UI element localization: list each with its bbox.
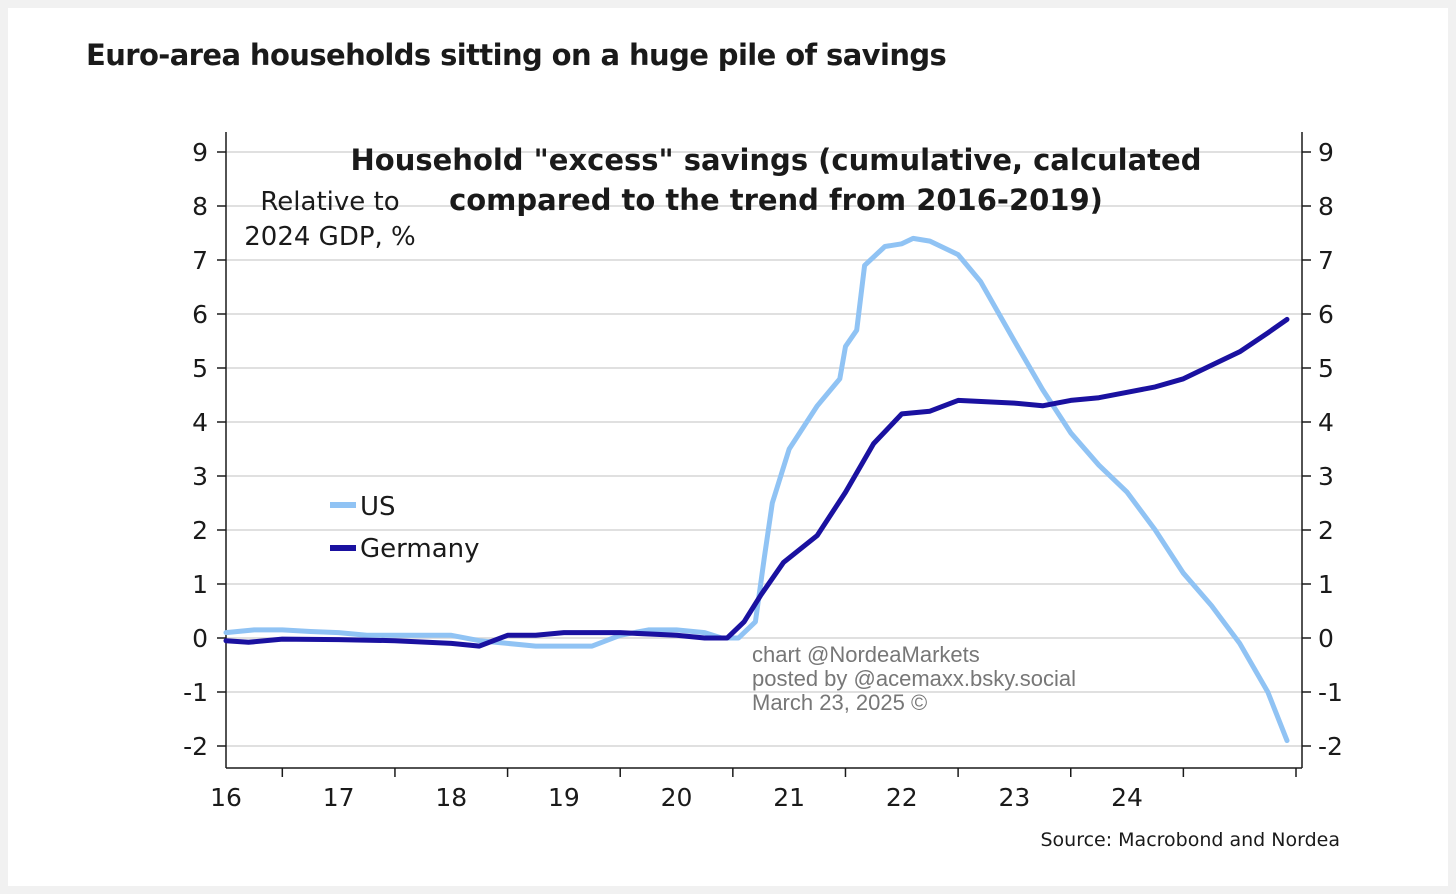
legend: US Germany	[330, 492, 480, 564]
x-tick-label: 18	[435, 783, 467, 812]
chart-card	[8, 8, 1448, 886]
y-tick-label-right: 1	[1318, 570, 1334, 599]
x-tick-label: 19	[548, 783, 580, 812]
y-tick-label-right: 4	[1318, 408, 1334, 437]
y-axis-left-labels: 9 8 7 6 5 4 3 2 1 0 -1 -2	[183, 138, 208, 761]
axes	[217, 132, 1311, 777]
y-tick-label-right: -2	[1318, 732, 1343, 761]
y-tick-label-right: 3	[1318, 462, 1334, 491]
y-tick-label-left: 0	[192, 624, 208, 653]
legend-label-us: US	[360, 492, 396, 522]
source-note: Source: Macrobond and Nordea	[1040, 829, 1340, 851]
x-tick-label: 22	[886, 783, 918, 812]
gridlines	[226, 151, 1302, 747]
y-tick-label-left: 1	[192, 570, 208, 599]
x-tick-label: 23	[999, 783, 1031, 812]
y-tick-label-right: 8	[1318, 192, 1334, 221]
y-tick-label-left: 6	[192, 300, 208, 329]
series-line-us	[223, 235, 1290, 744]
y-tick-label-right: 5	[1318, 354, 1334, 383]
annotation-line-1: chart @NordeaMarkets	[752, 642, 980, 667]
y-axis-right-labels: 9 8 7 6 5 4 3 2 1 0 -1 -2	[1318, 138, 1343, 761]
y-tick-label-right: 7	[1318, 246, 1334, 275]
y-tick-label-right: 9	[1318, 138, 1334, 167]
y-tick-label-left: 2	[192, 516, 208, 545]
x-axis-labels: 16 17 18 19 20 21 22 23 24	[210, 783, 1143, 812]
x-tick-label: 17	[323, 783, 355, 812]
series-line-germany	[223, 316, 1290, 649]
y-tick-label-left: 4	[192, 408, 208, 437]
y-tick-label-right: -1	[1318, 678, 1343, 707]
y-tick-label-left: 9	[192, 138, 208, 167]
x-tick-label: 16	[210, 783, 242, 812]
legend-swatch-us	[330, 502, 356, 508]
series-lines	[223, 235, 1290, 744]
legend-swatch-germany	[330, 545, 356, 551]
y-tick-label-right: 6	[1318, 300, 1334, 329]
annotation-line-3: March 23, 2025 ©	[752, 690, 927, 715]
chart-title-line-2: compared to the trend from 2016-2019)	[449, 183, 1103, 217]
headline: Euro-area households sitting on a huge p…	[86, 38, 947, 72]
chart-title-line-1: Household "excess" savings (cumulative, …	[351, 143, 1202, 177]
y-tick-label-left: 7	[192, 246, 208, 275]
annotation-line-2: posted by @acemaxx.bsky.social	[752, 666, 1076, 691]
y-tick-label-left: -1	[183, 678, 208, 707]
x-tick-label: 20	[661, 783, 693, 812]
y-tick-label-right: 0	[1318, 624, 1334, 653]
y-tick-label-left: 5	[192, 354, 208, 383]
y-tick-label-left: 3	[192, 462, 208, 491]
y-tick-label-right: 2	[1318, 516, 1334, 545]
y-tick-label-left: -2	[183, 732, 208, 761]
y-tick-label-left: 8	[192, 192, 208, 221]
legend-label-germany: Germany	[360, 534, 480, 564]
unit-label-line-1: Relative to	[260, 187, 399, 217]
x-tick-label: 24	[1111, 783, 1143, 812]
x-tick-label: 21	[773, 783, 805, 812]
unit-label-line-2: 2024 GDP, %	[244, 222, 416, 252]
